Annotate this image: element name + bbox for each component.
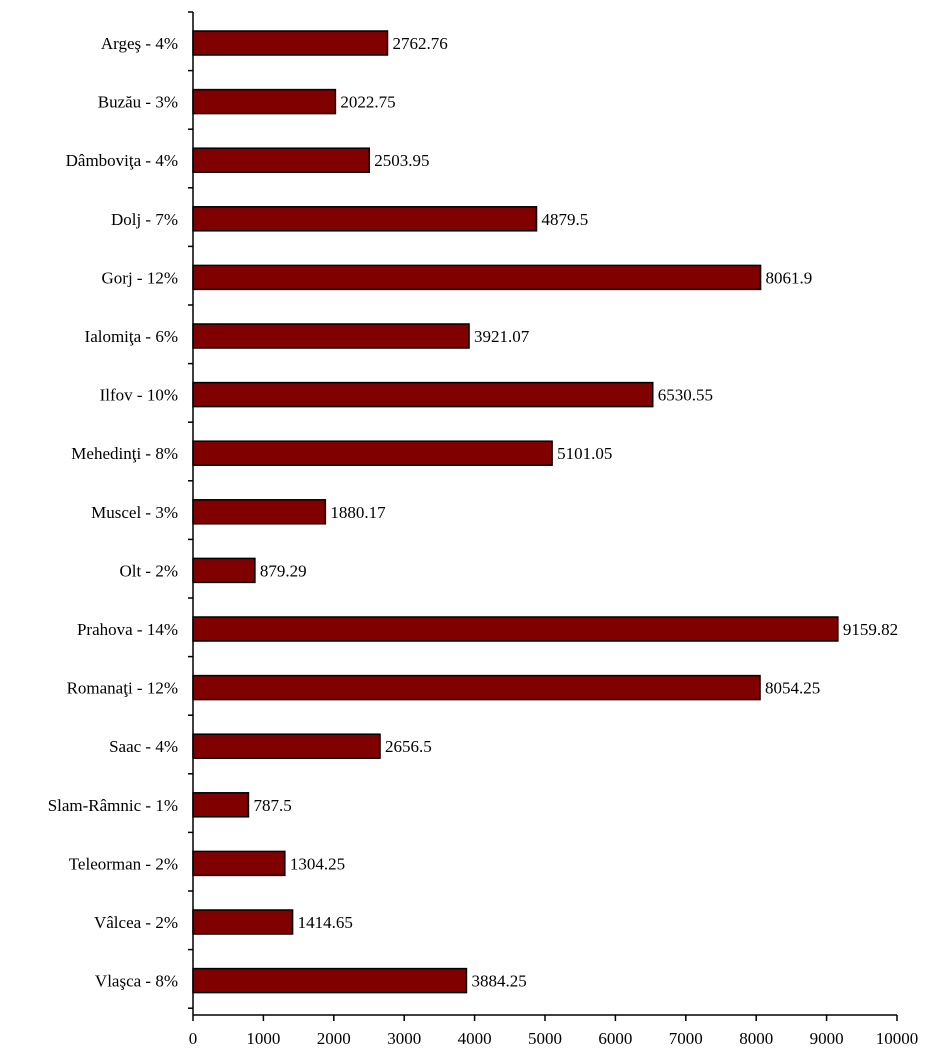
x-tick-label: 9000 <box>810 1029 844 1048</box>
value-label: 8061.9 <box>766 268 813 287</box>
value-label: 787.5 <box>253 796 291 815</box>
value-label: 1304.25 <box>290 854 345 873</box>
category-label: Muscel - 3% <box>91 503 178 522</box>
bar <box>192 792 250 818</box>
category-label: Teleorman - 2% <box>69 854 178 873</box>
category-label: Ilfov - 10% <box>100 386 178 405</box>
value-label: 2022.75 <box>340 93 395 112</box>
value-label: 2762.76 <box>392 34 447 53</box>
value-label: 1414.65 <box>298 913 353 932</box>
bar <box>192 499 327 525</box>
bar <box>192 264 762 291</box>
bar <box>192 206 538 232</box>
value-label: 2503.95 <box>374 151 429 170</box>
bar <box>192 381 654 408</box>
category-label: Vlaşca - 8% <box>95 972 178 991</box>
x-tick-label: 2000 <box>317 1029 351 1048</box>
bar <box>192 557 256 584</box>
value-labels: 2762.76 2022.75 2503.95 4879.5 8061.9 3921.07… <box>253 34 898 991</box>
category-label: Slam-Râmnic - 1% <box>48 796 178 815</box>
bar <box>192 909 294 935</box>
x-tick-label: 6000 <box>598 1029 632 1048</box>
value-label: 5101.05 <box>557 444 612 463</box>
bar <box>192 323 470 349</box>
x-tick-label: 4000 <box>458 1029 492 1048</box>
bar <box>192 733 381 759</box>
value-label: 879.29 <box>260 561 307 580</box>
bar <box>192 674 761 701</box>
category-label: Dâmboviţa - 4% <box>66 151 178 170</box>
value-label: 3884.25 <box>471 972 526 991</box>
category-label: Ialomiţa - 6% <box>85 327 178 346</box>
category-label: Saac - 4% <box>109 737 178 756</box>
category-label: Gorj - 12% <box>102 268 178 287</box>
bar <box>192 30 389 56</box>
bar <box>192 616 839 642</box>
x-tick-label: 0 <box>189 1029 198 1048</box>
category-label: Buzău - 3% <box>98 93 178 112</box>
x-tick-label: 3000 <box>387 1029 421 1048</box>
category-label: Vâlcea - 2% <box>94 913 178 932</box>
x-tick-label: 1000 <box>246 1029 280 1048</box>
axes: 0 1000 2000 3000 4000 5000 6000 7000 8000 9000 100… <box>188 11 919 1048</box>
value-label: 9159.82 <box>843 620 898 639</box>
bar <box>192 88 337 115</box>
bar <box>192 440 553 466</box>
category-labels: Argeş - 4% Buzău - 3% Dâmboviţa - 4% Dolj -… <box>48 34 178 991</box>
category-label: Romanaţi - 12% <box>67 679 178 698</box>
x-tick-label: 10000 <box>876 1029 919 1048</box>
bars-layer <box>192 30 839 994</box>
value-label: 6530.55 <box>658 386 713 405</box>
x-tick-label: 7000 <box>669 1029 703 1048</box>
category-label: Prahova - 14% <box>77 620 178 639</box>
category-label: Argeş - 4% <box>101 34 178 53</box>
bar <box>192 850 286 877</box>
x-tick-label: 5000 <box>528 1029 562 1048</box>
value-label: 4879.5 <box>542 210 589 229</box>
bar <box>192 967 468 994</box>
category-label: Olt - 2% <box>119 561 178 580</box>
value-label: 2656.5 <box>385 737 432 756</box>
value-label: 1880.17 <box>330 503 386 522</box>
value-label: 3921.07 <box>474 327 530 346</box>
category-label: Mehedinţi - 8% <box>71 444 178 463</box>
x-tick-label: 8000 <box>739 1029 773 1048</box>
value-label: 8054.25 <box>765 679 820 698</box>
bar <box>192 147 371 173</box>
category-label: Dolj - 7% <box>111 210 178 229</box>
